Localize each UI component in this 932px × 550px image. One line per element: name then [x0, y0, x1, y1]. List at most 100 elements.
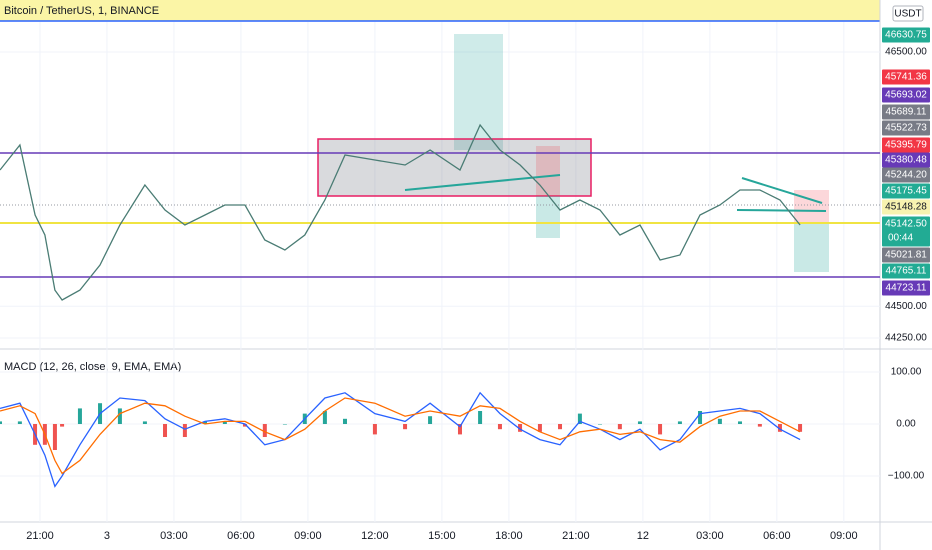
price-badge [882, 152, 930, 168]
y-tick-label: 44250.00 [885, 333, 927, 344]
histogram-bar [737, 421, 742, 425]
series-line [0, 391, 801, 488]
x-tick-label: 21:00 [562, 530, 590, 542]
histogram-bar [17, 421, 22, 425]
series-line [0, 123, 801, 301]
y-tick-label: 0.00 [896, 419, 916, 430]
histogram-bar [798, 424, 803, 432]
histogram-bar [322, 411, 327, 425]
price-badge-label: 45175.45 [885, 186, 927, 197]
trend-line [741, 177, 823, 204]
price-badge-label: 45741.36 [885, 72, 927, 83]
x-tick-label: 12 [637, 530, 649, 542]
histogram-bar [537, 424, 542, 432]
y-tick-label: 44500.00 [885, 301, 927, 312]
price-badge-label: 44765.11 [886, 266, 927, 277]
histogram-bar [202, 421, 207, 425]
x-tick-label: 03:00 [160, 530, 188, 542]
x-tick-label: 06:00 [763, 530, 791, 542]
price-badge-label: 45244.20 [885, 170, 927, 181]
histogram-bar [757, 424, 762, 427]
header-bar [0, 0, 880, 21]
x-tick-label: 06:00 [227, 530, 255, 542]
range-box [317, 138, 592, 197]
currency-badge [892, 5, 924, 22]
histogram-bar [478, 411, 483, 425]
y-tick-label: 100.00 [891, 367, 922, 378]
histogram-bar [282, 424, 287, 425]
histogram-bar [637, 421, 642, 425]
histogram-bar [262, 424, 267, 438]
histogram-bar [117, 408, 122, 425]
price-badge [882, 104, 930, 120]
price-badge-label: 44723.11 [886, 283, 927, 294]
histogram-bar [497, 424, 502, 430]
x-tick-label: 15:00 [428, 530, 456, 542]
price-badge [882, 216, 930, 247]
price-badge-label: 45693.02 [885, 90, 927, 101]
histogram-bar [163, 424, 168, 438]
histogram-bar [677, 421, 682, 425]
position-box [794, 222, 829, 272]
histogram-bar [242, 424, 247, 427]
x-tick-label: 09:00 [830, 530, 858, 542]
indicator-title: MACD (12, 26, close, 9, EMA, EMA) [4, 361, 181, 373]
series-line [0, 397, 801, 475]
price-badge-label: 45522.73 [885, 123, 927, 134]
price-badge [882, 183, 930, 199]
histogram-bar [597, 424, 602, 425]
position-box [454, 34, 503, 150]
x-tick-label: 09:00 [294, 530, 322, 542]
histogram-bar [658, 424, 663, 435]
position-box [536, 196, 560, 238]
price-badge-label: 45148.28 [885, 202, 927, 213]
price-badge-label: 45021.81 [885, 250, 927, 261]
histogram-bar [577, 413, 582, 425]
histogram-bar [518, 424, 523, 432]
histogram-bar [142, 421, 147, 425]
price-badge-label: 45380.48 [885, 155, 927, 166]
histogram-bar [372, 424, 377, 435]
y-tick-label: −100.00 [888, 471, 925, 482]
price-badge [882, 27, 930, 43]
x-tick-label: 12:00 [361, 530, 389, 542]
price-badge-label: 46630.75 [885, 30, 927, 41]
price-badge [882, 280, 930, 296]
histogram-bar [222, 421, 227, 425]
histogram-bar [182, 424, 187, 438]
y-tick-label: 46500.00 [885, 47, 927, 58]
histogram-bar [457, 424, 462, 435]
position-box [536, 146, 560, 196]
trend-line [404, 174, 561, 191]
chart-title: Bitcoin / TetherUS, 1, BINANCE [4, 5, 159, 17]
histogram-bar [717, 418, 722, 425]
x-tick-label: 18:00 [495, 530, 523, 542]
x-tick-label: 03:00 [696, 530, 724, 542]
currency-label: USDT [894, 9, 921, 20]
price-badge-label: 45395.79 [885, 140, 927, 151]
histogram-bar [60, 424, 65, 427]
histogram-bar [52, 424, 57, 451]
price-badge-label: 45142.50 [885, 219, 927, 230]
drawings [0, 34, 880, 278]
trend-line [736, 209, 827, 212]
histogram-bar [77, 408, 82, 425]
price-badge [882, 167, 930, 183]
x-tick-label: 3 [104, 530, 110, 542]
position-box [794, 190, 829, 222]
histogram-bar [698, 411, 703, 425]
histogram-bar [558, 424, 563, 430]
histogram-bar [617, 424, 622, 430]
price-badge [882, 263, 930, 279]
price-badge [882, 199, 930, 215]
price-badge-label: 45689.11 [886, 107, 927, 118]
histogram-bar [0, 421, 2, 425]
histogram-bar [403, 424, 408, 430]
price-badge [882, 137, 930, 153]
countdown-label: 00:44 [888, 233, 913, 244]
price-badge [882, 87, 930, 103]
price-badge [882, 120, 930, 136]
histogram-bar [777, 424, 782, 432]
x-tick-label: 21:00 [26, 530, 54, 542]
